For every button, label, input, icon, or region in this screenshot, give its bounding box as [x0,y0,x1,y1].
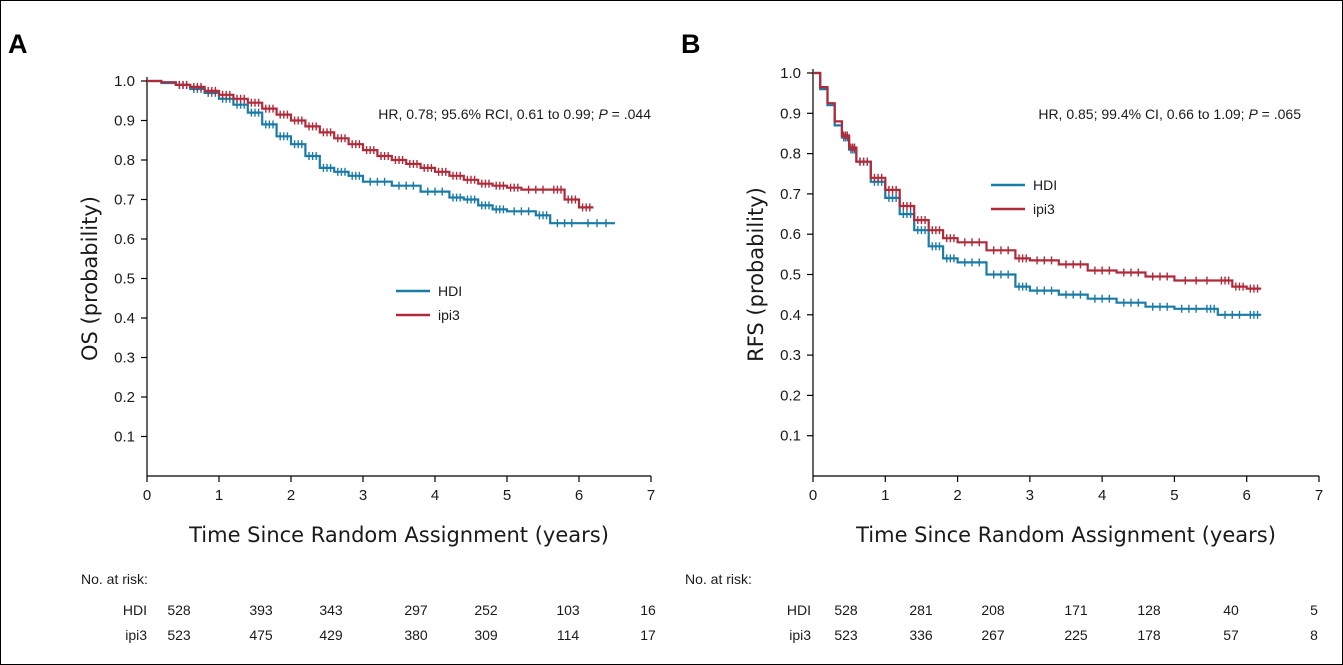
x-tick-label: 4 [1098,487,1106,504]
at-risk-value: 267 [981,627,1005,643]
at-risk-value: 475 [249,627,273,643]
y-tick-label: 0.7 [114,192,135,209]
y-axis-title: OS (probability) [78,196,102,361]
at-risk-value: 336 [909,627,933,643]
y-tick-label: 0.1 [780,428,801,445]
y-tick-label: 1.0 [114,73,135,90]
y-axis-title: RFS (probability) [744,187,768,362]
y-tick-label: 0.2 [780,387,801,404]
x-tick-label: 6 [1243,487,1251,504]
at-risk-value: 5 [1310,602,1318,618]
x-tick-label: 6 [575,487,583,504]
series-line-ipi3 [813,71,1262,290]
x-tick-label: 3 [1026,487,1034,504]
y-tick-label: 0.9 [114,113,135,130]
at-risk-value: 528 [834,602,858,618]
y-tick-label: 0.3 [114,350,135,367]
x-tick-label: 5 [503,487,511,504]
x-tick-label: 7 [1315,487,1323,504]
at-risk-value: 114 [557,627,580,643]
x-tick-label: 1 [881,487,889,504]
panel-letter: B [681,29,701,59]
y-tick-label: 0.6 [114,231,135,248]
y-tick-label: 0.6 [780,226,801,243]
x-tick-label: 2 [287,487,295,504]
x-axis-title: Time Since Random Assignment (years) [855,523,1276,547]
x-tick-label: 5 [1170,487,1178,504]
at-risk-value: 523 [834,627,858,643]
y-tick-label: 0.5 [114,271,135,288]
legend-label-ipi3: ipi3 [1033,201,1055,217]
y-tick-label: 0.3 [780,347,801,364]
at-risk-value: 40 [1223,602,1239,618]
at-risk-row-label: ipi3 [125,627,147,643]
at-risk-value: 171 [1064,602,1088,618]
at-risk-row-label: HDI [123,602,147,618]
at-risk-row-label: ipi3 [789,627,811,643]
panel-a: A 0 1 2 3 4 5 6 7 0.1 0.2 0.3 0.4 0.5 0.6 0.7 0.8 0.9 1.0 T… [8,29,656,643]
legend-label-hdi: HDI [1033,177,1057,193]
y-tick-label: 0.1 [114,429,135,446]
at-risk-value: 252 [474,602,498,618]
at-risk-value: 380 [404,627,428,643]
legend-label-ipi3: ipi3 [438,307,460,323]
hr-annotation: HR, 0.78; 95.6% RCI, 0.61 to 0.99; P = .… [378,106,651,122]
at-risk-value: 208 [981,602,1005,618]
y-tick-label: 0.8 [780,146,801,163]
x-tick-label: 3 [359,487,367,504]
p-value: = .044 [608,106,651,122]
y-tick-label: 0.4 [114,310,135,327]
at-risk-value: 393 [249,602,273,618]
y-tick-label: 0.9 [780,105,801,122]
at-risk-title: No. at risk: [685,571,752,587]
at-risk-value: 103 [556,602,580,618]
at-risk-value: 128 [1137,602,1161,618]
hr-annotation-text: HR, 0.78; 95.6% RCI, 0.61 to 0.99; [378,106,598,122]
legend-label-hdi: HDI [438,283,462,299]
x-tick-label: 4 [431,487,439,504]
x-tick-label: 7 [647,487,655,504]
y-tick-label: 0.5 [780,267,801,284]
at-risk-title: No. at risk: [81,571,148,587]
at-risk-value: 17 [640,627,656,643]
at-risk-value: 225 [1064,627,1088,643]
at-risk-value: 309 [474,627,498,643]
at-risk-value: 528 [167,602,191,618]
y-tick-label: 1.0 [780,65,801,82]
at-risk-row-label: HDI [787,602,811,618]
series-line-hdi [147,79,615,225]
y-tick-label: 0.4 [780,307,801,324]
x-tick-label: 0 [143,487,151,504]
p-label: P [1248,106,1258,122]
at-risk-value: 8 [1310,627,1318,643]
at-risk-value: 429 [319,627,343,643]
y-tick-label: 0.7 [780,186,801,203]
x-tick-label: 1 [215,487,223,504]
x-axis-title: Time Since Random Assignment (years) [188,523,609,547]
hr-annotation-text: HR, 0.85; 99.4% CI, 0.66 to 1.09; [1038,106,1248,122]
p-label: P [598,106,608,122]
at-risk-value: 523 [167,627,191,643]
hr-annotation: HR, 0.85; 99.4% CI, 0.66 to 1.09; P = .0… [1038,106,1301,122]
panel-b: B 0 1 2 3 4 5 6 7 0.1 0.2 0.3 0.4 0.5 0.6 0.7 0.8 0.9 1.0 T… [681,29,1323,643]
at-risk-value: 343 [319,602,343,618]
at-risk-value: 16 [640,602,656,618]
at-risk-value: 281 [909,602,933,618]
series-line-ipi3 [147,79,594,209]
y-tick-label: 0.2 [114,389,135,406]
x-tick-label: 2 [953,487,961,504]
at-risk-value: 178 [1137,627,1161,643]
panel-letter: A [8,29,28,59]
y-tick-label: 0.8 [114,152,135,169]
x-tick-label: 0 [809,487,817,504]
at-risk-value: 57 [1223,627,1239,643]
p-value: = .065 [1258,106,1301,122]
at-risk-value: 297 [404,602,428,618]
